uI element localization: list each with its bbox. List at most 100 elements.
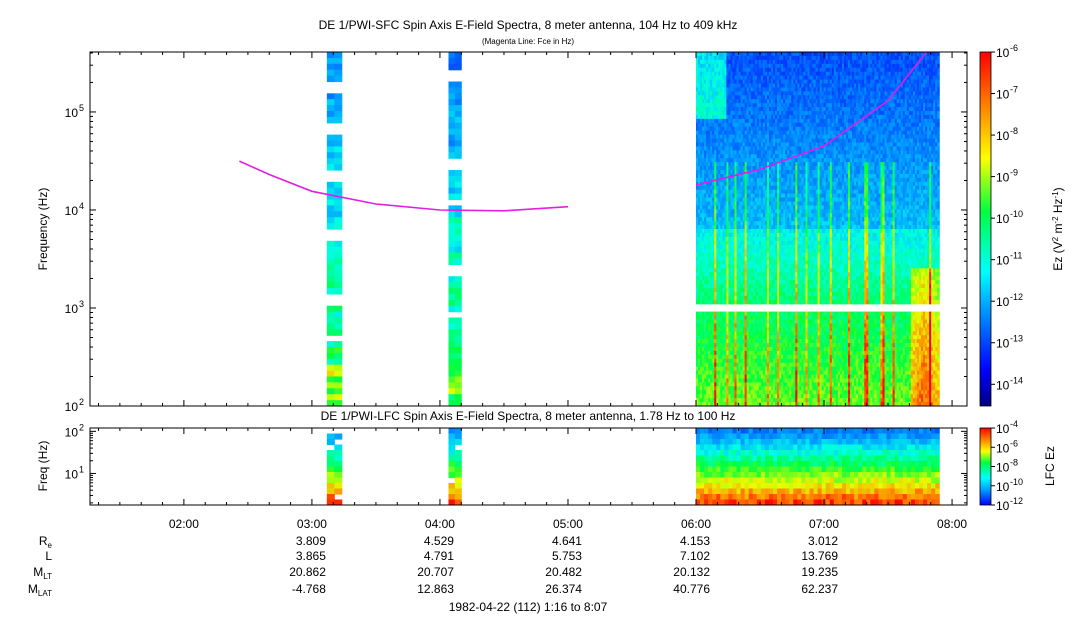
spectrogram-cell xyxy=(714,291,717,297)
spectrogram-cell xyxy=(714,339,717,344)
spectrogram-cell xyxy=(720,229,723,234)
spectrogram-cell xyxy=(754,366,758,372)
spectrogram-cell xyxy=(732,118,736,124)
spectrogram-cell xyxy=(803,272,806,277)
spectrogram-cell xyxy=(783,185,786,191)
spectrogram-cell xyxy=(698,248,701,254)
spectrogram-cell xyxy=(742,229,746,234)
spectrogram-cell xyxy=(783,209,786,214)
spectrogram-cell xyxy=(779,390,782,395)
spectrogram-cell xyxy=(730,185,733,191)
spectrogram-cell xyxy=(722,256,725,262)
spectrogram-cell xyxy=(791,280,794,285)
spectrogram-cell xyxy=(746,347,750,352)
spectrogram-cell xyxy=(777,295,780,301)
spectrogram-cell xyxy=(783,201,786,206)
spectrogram-cell xyxy=(756,197,760,203)
spectrogram-cell xyxy=(724,402,727,406)
spectrogram-cell xyxy=(704,166,707,171)
spectrogram-cell xyxy=(785,225,788,230)
spectrogram-cell xyxy=(736,177,740,183)
spectrogram-cell xyxy=(805,201,808,206)
spectrogram-cell xyxy=(789,252,792,258)
spectrogram-cell xyxy=(730,142,733,147)
spectrogram-cell xyxy=(448,376,456,383)
spectrogram-cell xyxy=(799,83,802,88)
spectrogram-cell xyxy=(742,299,746,305)
spectrogram-cell xyxy=(766,370,770,376)
spectrogram-cell xyxy=(758,162,762,167)
spectrogram-cell xyxy=(704,158,707,163)
spectrogram-cell xyxy=(722,118,725,124)
spectrogram-cell xyxy=(744,205,748,210)
spectrogram-cell xyxy=(785,327,788,332)
spectrogram-cell xyxy=(773,126,776,132)
spectrogram-cell xyxy=(752,232,756,238)
spectrogram-cell xyxy=(732,272,736,277)
spectrogram-cell xyxy=(764,83,768,88)
spectrogram-cell xyxy=(698,343,701,348)
spectrogram-cell xyxy=(779,319,782,324)
spectrogram-cell xyxy=(760,280,764,285)
spectrogram-cell xyxy=(760,126,764,132)
spectrogram-cell xyxy=(785,291,788,297)
spectrogram-cell xyxy=(728,315,731,321)
spectrogram-cell xyxy=(793,185,796,191)
spectrogram-cell xyxy=(779,315,782,321)
spectrogram-cell xyxy=(730,284,733,289)
spectrogram-cell xyxy=(742,382,746,387)
spectrogram-cell xyxy=(706,197,709,203)
spectrogram-cell xyxy=(748,327,752,332)
spectrogram-cell xyxy=(773,75,776,81)
spectrogram-cell xyxy=(777,52,780,57)
spectrogram-cell xyxy=(768,52,772,57)
spectrogram-cell xyxy=(783,95,786,100)
spectrogram-cell xyxy=(696,91,699,96)
spectrogram-cell xyxy=(700,114,703,120)
spectrogram-cell xyxy=(805,177,808,183)
spectrogram-cell xyxy=(750,398,754,403)
spectrogram-cell xyxy=(720,374,723,380)
spectrogram-cell xyxy=(728,374,731,380)
spectrogram-cell xyxy=(718,394,721,399)
spectrogram-cell xyxy=(734,229,738,234)
spectrogram-cell xyxy=(789,335,792,340)
spectrogram-cell xyxy=(789,114,792,120)
spectrogram-cell xyxy=(448,258,456,265)
spectrogram-cell xyxy=(742,99,746,104)
spectrogram-cell xyxy=(730,295,733,301)
spectrogram-cell xyxy=(454,217,462,224)
spectrogram-cell xyxy=(764,252,768,258)
spectrogram-cell xyxy=(793,225,796,230)
spectrogram-cell xyxy=(773,193,776,199)
spectrogram-cell xyxy=(801,386,804,391)
spectrogram-cell xyxy=(785,201,788,206)
spectrogram-cell xyxy=(730,339,733,344)
spectrogram-cell xyxy=(799,166,802,171)
spectrogram-cell xyxy=(718,177,721,183)
spectrogram-cell xyxy=(334,164,343,171)
spectrogram-cell xyxy=(750,327,754,332)
spectrogram-cell xyxy=(766,343,770,348)
spectrogram-cell xyxy=(728,402,731,406)
spectrogram-cell xyxy=(740,130,744,136)
spectrogram-cell xyxy=(716,339,719,344)
spectrogram-cell xyxy=(750,142,754,147)
spectrogram-cell xyxy=(801,213,804,218)
spectrogram-cell xyxy=(777,118,780,124)
spectrogram-cell xyxy=(730,193,733,199)
spectrogram-cell xyxy=(334,223,343,230)
spectrogram-cell xyxy=(744,358,748,364)
spectrogram-cell xyxy=(736,209,740,214)
spectrogram-cell xyxy=(801,362,804,368)
spectrogram-cell xyxy=(714,378,717,383)
spectrogram-cell xyxy=(698,284,701,289)
spectrogram-cell xyxy=(710,154,713,159)
spectrogram-cell xyxy=(768,311,772,317)
spectrogram-cell xyxy=(700,197,703,203)
spectrogram-cell xyxy=(734,339,738,344)
spectrogram-cell xyxy=(702,181,705,187)
spectrogram-cell xyxy=(764,162,768,167)
spectrogram-cell xyxy=(730,268,733,273)
spectrogram-cell xyxy=(777,107,780,112)
